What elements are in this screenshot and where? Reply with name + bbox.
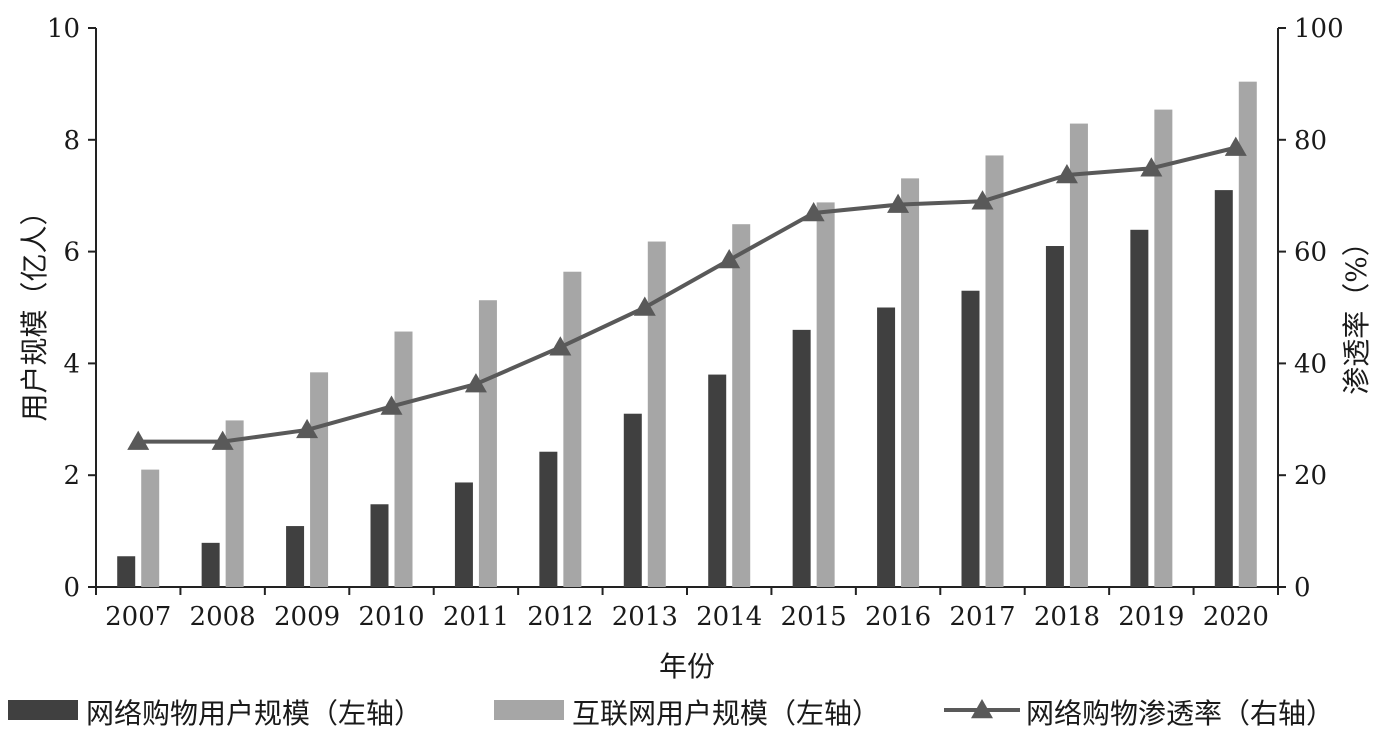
- legend-label-penetration-rate: 网络购物渗透率（右轴）: [1026, 697, 1334, 730]
- penetration-rate-point: [1224, 136, 1247, 156]
- axes-layer: [88, 27, 1286, 595]
- bar-internet-users: [816, 202, 835, 587]
- legend-marker-penetration-rate: [971, 699, 993, 719]
- x-tick-label: 2013: [612, 602, 678, 632]
- bars-layer: [117, 81, 1257, 588]
- penetration-rate-point: [718, 248, 741, 269]
- right-y-tick-label: 0: [1294, 573, 1311, 603]
- penetration-rate-point: [464, 373, 487, 393]
- x-tick-label: 2011: [443, 602, 509, 632]
- penetration-rate-point: [211, 430, 234, 450]
- bar-online-shopping-users: [117, 556, 136, 587]
- bar-internet-users: [394, 331, 413, 587]
- right-y-tick-label: 100: [1294, 14, 1344, 44]
- x-tick-label: 2008: [190, 602, 256, 632]
- penetration-rate-point: [380, 395, 403, 415]
- x-tick-label: 2012: [527, 602, 593, 632]
- x-tick-label: 2009: [274, 602, 340, 632]
- bar-internet-users: [225, 420, 244, 587]
- bar-online-shopping-users: [877, 307, 896, 587]
- right-y-tick-label: 60: [1294, 238, 1327, 268]
- left-y-tick-label: 10: [47, 14, 80, 44]
- left-y-axis-title: 用户规模（亿人）: [18, 197, 51, 421]
- x-tick-label: 2017: [949, 602, 1015, 632]
- bar-online-shopping-users: [961, 290, 980, 587]
- x-tick-label: 2007: [105, 602, 171, 632]
- bar-online-shopping-users: [539, 451, 558, 587]
- penetration-rate-point: [971, 190, 994, 210]
- right-y-axis-title: 渗透率（%）: [1340, 228, 1373, 395]
- right-y-tick-label: 20: [1294, 461, 1327, 491]
- bar-online-shopping-users: [201, 542, 220, 587]
- x-axis-title: 年份: [659, 650, 715, 683]
- penetration-rate-point: [1055, 164, 1078, 184]
- left-y-tick-label: 2: [63, 461, 80, 491]
- x-tick-label: 2015: [781, 602, 847, 632]
- legend-swatch-online-shopping-users: [8, 700, 78, 720]
- bar-online-shopping-users: [623, 413, 642, 587]
- bar-online-shopping-users: [1045, 246, 1064, 587]
- penetration-rate-point: [887, 193, 910, 213]
- bar-online-shopping-users: [792, 329, 811, 587]
- bar-internet-users: [1069, 123, 1088, 588]
- left-y-tick-label: 4: [63, 349, 80, 379]
- left-y-tick-label: 8: [63, 126, 80, 156]
- penetration-rate-point: [549, 336, 572, 356]
- bar-internet-users: [1154, 109, 1173, 587]
- right-y-tick-label: 40: [1294, 349, 1327, 379]
- bar-internet-users: [647, 241, 666, 587]
- bar-internet-users: [563, 271, 582, 587]
- bar-internet-users: [478, 300, 497, 587]
- bar-online-shopping-users: [286, 526, 305, 587]
- x-tick-label: 2019: [1118, 602, 1184, 632]
- x-tick-label: 2016: [865, 602, 931, 632]
- right-y-tick-label: 80: [1294, 126, 1327, 156]
- x-tick-label: 2018: [1034, 602, 1100, 632]
- penetration-rate-point: [633, 296, 656, 316]
- x-tick-label: 2010: [358, 602, 424, 632]
- left-y-tick-label: 6: [63, 238, 80, 268]
- bar-internet-users: [732, 224, 751, 588]
- penetration-rate-line: [138, 145, 1237, 444]
- legend-label-internet-users: 互联网用户规模（左轴）: [572, 697, 880, 730]
- bar-internet-users: [985, 155, 1004, 587]
- penetration-rate-point: [127, 430, 150, 450]
- legend-label-online-shopping-users: 网络购物用户规模（左轴）: [86, 697, 422, 730]
- bar-internet-users: [1238, 81, 1257, 587]
- bar-internet-users: [901, 178, 920, 587]
- penetration-rate-point: [296, 418, 319, 439]
- bar-online-shopping-users: [1130, 229, 1149, 587]
- line-layer: [127, 136, 1247, 450]
- left-y-tick-label: 0: [63, 573, 80, 603]
- bar-internet-users: [141, 469, 160, 587]
- penetration-rate-point: [1140, 157, 1163, 177]
- bar-internet-users: [310, 372, 329, 587]
- x-tick-label: 2020: [1203, 602, 1269, 632]
- bar-online-shopping-users: [370, 504, 389, 587]
- x-tick-label: 2014: [696, 602, 762, 632]
- legend-swatch-internet-users: [494, 700, 564, 720]
- bar-online-shopping-users: [1214, 190, 1233, 588]
- legend: 网络购物用户规模（左轴） 互联网用户规模（左轴） 网络购物渗透率（右轴）: [8, 697, 1334, 730]
- bar-online-shopping-users: [454, 482, 473, 587]
- bar-online-shopping-users: [708, 374, 727, 587]
- penetration-rate-point: [802, 202, 825, 222]
